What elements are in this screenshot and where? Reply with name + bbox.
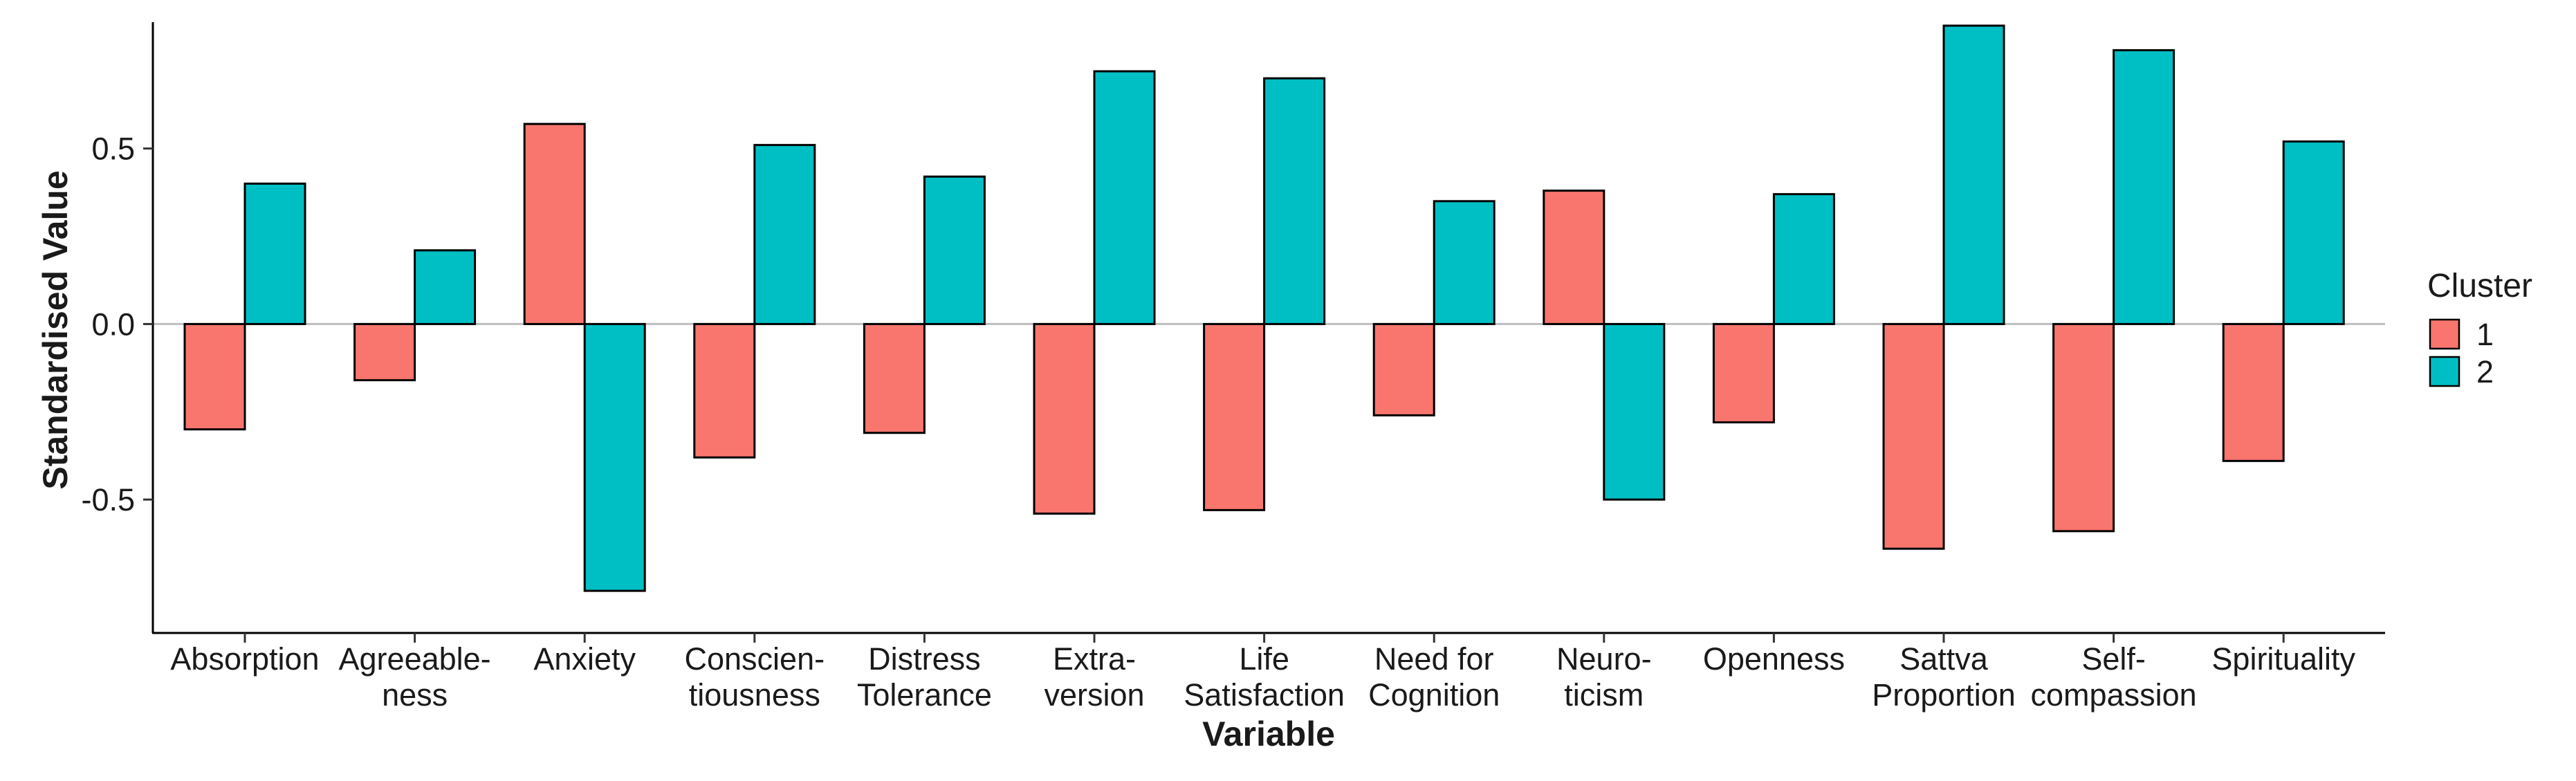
bar-cluster-1-life-satisfaction [1203, 322, 1266, 511]
x-tick-label: Need for [1374, 641, 1494, 677]
x-ticks-layer: Absorption Agreeable-ness Anxiety Conscien-… [170, 633, 2355, 713]
bar-cluster-2-anxiety [583, 322, 646, 592]
y-tick-label: 0.5 [91, 131, 135, 167]
x-tick-label: Openness [1703, 641, 1845, 677]
bar-cluster-1-conscien-tiousness [693, 322, 756, 459]
bar-cluster-2-openness [1772, 193, 1835, 325]
x-tick-label: Absorption [170, 641, 319, 677]
bar-cluster-1-spirituality [2222, 322, 2285, 462]
bar-cluster-2-conscien-tiousness [753, 144, 816, 325]
x-tick-label: Distress [868, 641, 981, 677]
bar-cluster-1-sattva-proportion [1882, 322, 1945, 550]
bar-cluster-2-agreeable-ness [414, 249, 477, 325]
y-tick-label: 0.0 [91, 306, 135, 342]
bar-cluster-2-distress-tolerance [923, 175, 986, 325]
legend-label-cluster-1: 1 [2476, 317, 2494, 352]
x-tick-label: Sattva [1899, 641, 1989, 677]
bar-cluster-1-absorption [183, 322, 246, 431]
x-tick-label: Anxiety [533, 641, 636, 677]
x-tick-label: Self- [2081, 641, 2146, 677]
bar-cluster-2-life-satisfaction [1263, 77, 1326, 325]
x-tick-label: Neuro- [1556, 641, 1652, 677]
y-ticks-layer: -0.5 0.0 0.5 [81, 131, 153, 517]
x-tick-label: Proportion [1872, 677, 2016, 713]
y-axis-title: Standardised Value [36, 170, 75, 489]
bar-cluster-1-distress-tolerance [863, 322, 926, 434]
bar-cluster-2-spirituality [2282, 140, 2345, 325]
bar-cluster-1-agreeable-ness [353, 322, 416, 382]
legend: Cluster 1 2 [2427, 268, 2532, 389]
x-tick-label: ticism [1564, 677, 1644, 713]
x-tick-label: Agreeable- [339, 641, 491, 677]
bar-cluster-1-need-for-cognition [1372, 322, 1435, 416]
bar-cluster-1-neuro-ticism [1543, 190, 1606, 325]
x-tick-label: tiousness [689, 677, 820, 713]
axes-layer [151, 22, 2385, 634]
legend-swatch-cluster-2 [2429, 356, 2460, 387]
y-tick-label: -0.5 [81, 482, 135, 517]
x-tick-label: Cognition [1368, 677, 1500, 713]
bar-cluster-1-anxiety [523, 122, 586, 325]
x-tick-label: Conscien- [685, 641, 825, 677]
bar-cluster-2-absorption [243, 182, 306, 325]
x-axis-title: Variable [1202, 715, 1335, 753]
bar-cluster-2-sattva-proportion [1942, 24, 2005, 325]
x-tick-label: Satisfaction [1184, 677, 1345, 713]
x-tick-label: Spirituality [2211, 641, 2355, 677]
x-tick-label: Extra- [1053, 641, 1136, 677]
legend-swatch-cluster-1 [2429, 318, 2460, 350]
bar-cluster-2-need-for-cognition [1433, 200, 1496, 325]
bar-cluster-1-extra-version [1033, 322, 1096, 515]
x-tick-label: Tolerance [857, 677, 992, 713]
legend-title: Cluster [2427, 268, 2532, 304]
bars-layer [183, 24, 2345, 592]
bar-cluster-1-self-compassion [2052, 322, 2115, 533]
bar-cluster-2-extra-version [1093, 70, 1156, 325]
bar-cluster-2-self-compassion [2113, 49, 2175, 325]
x-tick-label: Life [1239, 641, 1289, 677]
x-tick-label: compassion [2031, 677, 2197, 713]
x-tick-label: ness [382, 677, 448, 713]
legend-label-cluster-2: 2 [2476, 354, 2494, 389]
bar-cluster-2-neuro-ticism [1603, 322, 1666, 501]
bar-cluster-1-openness [1712, 322, 1775, 424]
x-tick-label: version [1044, 677, 1144, 713]
